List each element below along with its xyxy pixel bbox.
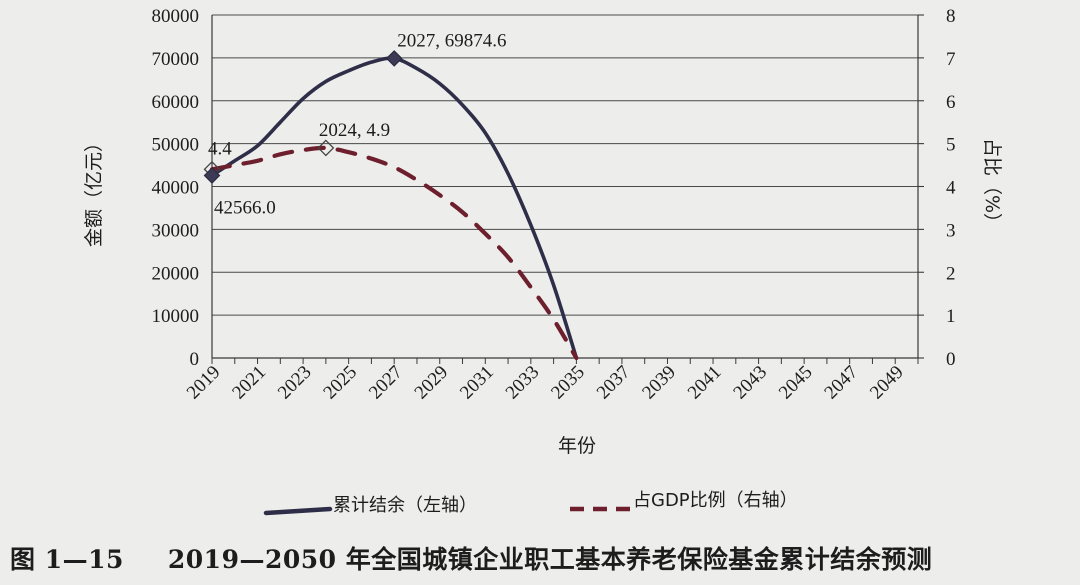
gridlines xyxy=(212,14,918,359)
y-axis-right-ticks: 0 1 2 3 4 5 6 7 8 xyxy=(918,6,956,370)
chart: 0 10000 20000 30000 40000 50000 60000 70000 8000… xyxy=(83,6,1003,516)
x-tick-label: 2023 xyxy=(274,362,316,404)
y-axis-left-title: 金额（亿元） xyxy=(83,133,105,247)
x-tick-label: 2025 xyxy=(319,362,361,404)
data-label: 42566.0 xyxy=(214,197,276,218)
y-right-tick-label: 5 xyxy=(946,135,956,156)
series-line-gdp-share xyxy=(209,145,579,361)
point-markers xyxy=(203,50,403,184)
x-tick-label: 2035 xyxy=(547,362,589,404)
x-tick-label: 2045 xyxy=(775,362,817,404)
y-right-tick-label: 1 xyxy=(946,306,956,327)
x-tick-label: 2049 xyxy=(866,362,908,404)
x-tick-label: 2027 xyxy=(365,362,407,404)
y-left-tick-label: 10000 xyxy=(152,306,200,327)
y-left-tick-label: 30000 xyxy=(152,220,200,241)
x-axis-title: 年份 xyxy=(558,435,596,457)
figure-title: 2019—2050 年全国城镇企业职工基本养老保险基金累计结余预测 xyxy=(167,545,933,574)
legend: 累计结余（左轴） 占GDP比例（右轴） xyxy=(263,490,798,516)
x-tick-label: 2047 xyxy=(820,362,862,404)
figure-number: 图 1—15 xyxy=(10,545,124,574)
y-right-tick-label: 0 xyxy=(946,349,956,370)
figure-caption: 图 1—15 2019—2050 年全国城镇企业职工基本养老保险基金累计结余预测 xyxy=(10,540,1075,576)
point-marker-open-diamond xyxy=(317,139,335,157)
y-right-tick-label: 8 xyxy=(946,6,956,27)
x-tick-label: 2043 xyxy=(729,362,771,404)
x-tick-label: 2039 xyxy=(638,362,680,404)
x-tick-label: 2031 xyxy=(456,362,498,404)
x-tick-label: 2033 xyxy=(502,362,544,404)
y-left-tick-label: 70000 xyxy=(152,49,200,70)
y-right-tick-label: 3 xyxy=(946,220,956,241)
x-tick-label: 2029 xyxy=(411,362,453,404)
data-label: 2027, 69874.6 xyxy=(397,30,506,51)
y-left-tick-label: 40000 xyxy=(152,178,200,199)
y-left-tick-label: 20000 xyxy=(152,263,200,284)
x-axis-ticks: 2019 2021 2023 2025 2027 2029 2031 2033 2035 2037… xyxy=(183,358,919,404)
y-right-tick-label: 6 xyxy=(946,92,956,113)
point-marker-filled-diamond xyxy=(385,50,403,67)
annotations: 4.4 42566.0 2024, 4.9 2027, 69874.6 xyxy=(208,30,506,218)
y-axis-right-title: 占比（%） xyxy=(981,138,1003,232)
y-right-tick-label: 4 xyxy=(946,178,956,199)
y-left-tick-label: 50000 xyxy=(152,135,200,156)
data-label: 2024, 4.9 xyxy=(319,120,390,141)
x-tick-label: 2021 xyxy=(228,362,270,404)
y-left-tick-label: 60000 xyxy=(152,92,200,113)
y-left-tick-label: 80000 xyxy=(152,6,200,27)
legend-swatch-balance xyxy=(263,506,333,516)
y-right-tick-label: 7 xyxy=(946,49,956,70)
legend-label-gdp-share: 占GDP比例（右轴） xyxy=(633,490,798,511)
x-tick-label: 2041 xyxy=(684,362,726,404)
y-right-tick-label: 2 xyxy=(946,263,956,284)
y-axis-left-ticks: 0 10000 20000 30000 40000 50000 60000 70000 8000… xyxy=(152,6,200,370)
legend-label-balance: 累计结余（左轴） xyxy=(333,495,477,516)
x-tick-label: 2037 xyxy=(593,362,635,404)
y-left-tick-label: 0 xyxy=(190,349,200,370)
point-marker-filled-diamond xyxy=(203,167,221,184)
data-label: 4.4 xyxy=(208,138,232,159)
